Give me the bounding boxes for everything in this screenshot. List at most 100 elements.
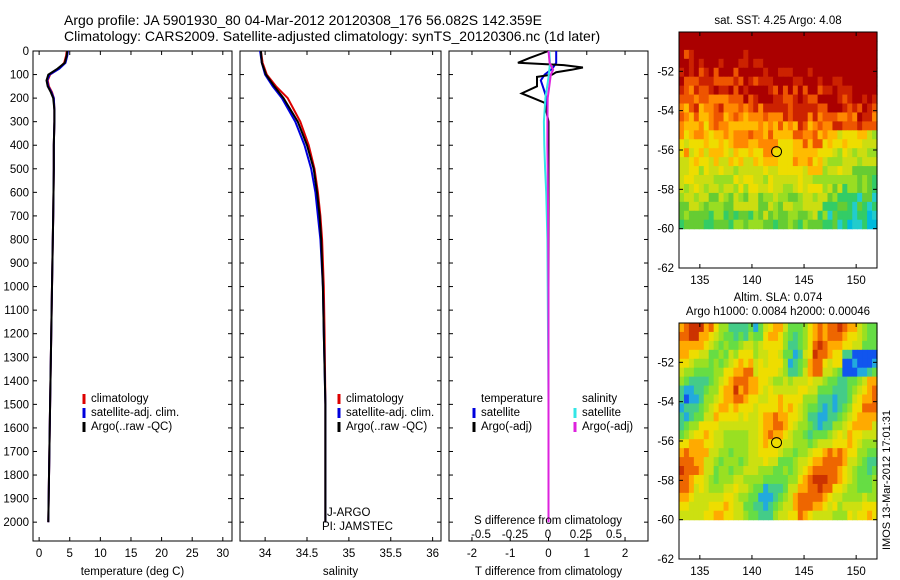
sla-cell	[708, 510, 715, 521]
sla-cell	[872, 421, 878, 431]
sla-cell	[728, 510, 735, 521]
sla-cell	[713, 376, 720, 387]
sla-cell	[688, 421, 695, 431]
sst-cell	[847, 157, 853, 167]
sla-cell	[733, 457, 739, 467]
sla-cell	[683, 492, 690, 503]
sla-cell	[827, 501, 834, 512]
sst-cell	[718, 148, 725, 158]
sst-map-ytick-label: -60	[657, 224, 674, 236]
sst-cell	[842, 201, 848, 212]
sst-cell	[728, 49, 735, 60]
sst-cell	[728, 103, 735, 114]
sst-cell	[852, 183, 858, 194]
sla-cell	[852, 501, 858, 512]
sst-cell	[698, 121, 705, 131]
sla-cell	[847, 323, 853, 333]
sst-cell	[847, 219, 853, 230]
sst-cell	[773, 32, 779, 42]
sla-cell	[743, 367, 749, 378]
sla-cell	[693, 492, 700, 503]
sst-cell	[832, 130, 838, 140]
sst-cell	[683, 219, 690, 230]
sla-cell	[703, 483, 710, 494]
sst-cell	[743, 148, 749, 158]
sst-cell	[797, 210, 804, 221]
sla-cell	[748, 331, 754, 342]
sla-cell	[728, 457, 735, 467]
sst-cell	[679, 201, 685, 212]
sst-cell	[778, 85, 784, 96]
sla-cell	[832, 466, 838, 476]
sla-cell	[713, 349, 720, 360]
temperature-profile-xtick-label: 15	[125, 548, 138, 560]
sla-cell	[703, 501, 710, 512]
sla-cell	[773, 349, 779, 360]
depth-tick-label: 900	[10, 258, 29, 270]
sst-cell	[763, 210, 769, 221]
sla-cell	[753, 483, 759, 494]
sst-cell	[703, 183, 710, 194]
sst-cell	[703, 148, 710, 158]
sla-cell	[723, 501, 730, 512]
sst-cell	[688, 183, 695, 194]
sst-cell	[693, 219, 700, 230]
sla-cell	[822, 385, 829, 396]
sla-cell	[782, 439, 789, 449]
sst-cell	[797, 58, 804, 69]
sla-cell	[753, 457, 759, 467]
sst-cell	[688, 58, 695, 69]
sst-cell	[847, 192, 853, 203]
sla-cell	[683, 501, 690, 512]
sla-cell	[817, 358, 824, 369]
sla-cell	[693, 439, 700, 449]
sst-cell	[817, 219, 824, 230]
sst-cell	[708, 166, 715, 176]
sla-cell	[713, 367, 720, 378]
sst-cell	[847, 121, 853, 131]
sst-cell	[748, 166, 754, 176]
sst-cell	[797, 32, 804, 42]
sst-cell	[817, 103, 824, 114]
salinity-annotation-2: PI: JAMSTEC	[322, 521, 393, 533]
sla-cell	[713, 331, 720, 342]
sst-cell	[802, 157, 809, 167]
sst-cell	[872, 58, 878, 69]
sst-cell	[763, 166, 769, 176]
sla-cell	[872, 439, 878, 449]
sst-cell	[748, 157, 754, 167]
sst-cell	[778, 49, 784, 60]
sla-cell	[718, 510, 725, 521]
sla-cell	[773, 403, 779, 413]
sla-cell	[822, 394, 829, 405]
sst-cell	[718, 130, 725, 140]
sst-cell	[792, 201, 799, 212]
sla-cell	[703, 385, 710, 396]
sla-cell	[763, 403, 769, 413]
sst-cell	[688, 201, 695, 212]
sst-cell	[822, 49, 829, 60]
sla-cell	[832, 510, 838, 521]
sla-cell	[688, 501, 695, 512]
sst-cell	[738, 139, 744, 149]
sla-cell	[728, 448, 735, 458]
sst-cell	[852, 112, 858, 122]
sla-cell	[817, 457, 824, 467]
sst-cell	[748, 85, 754, 96]
temperature-profile-legend-label: climatology	[91, 393, 149, 405]
sla-cell	[758, 457, 764, 467]
sla-cell	[683, 385, 690, 396]
sst-cell	[688, 49, 695, 60]
sla-cell	[763, 439, 769, 449]
sst-cell	[763, 85, 769, 96]
sst-cell	[822, 76, 829, 87]
sst-cell	[708, 130, 715, 140]
difference-profile-xtick-label: 2	[622, 548, 628, 560]
sla-cell	[822, 367, 829, 378]
sla-cell	[718, 439, 725, 449]
sla-cell	[703, 331, 710, 342]
sst-cell	[733, 58, 739, 69]
sst-cell	[872, 183, 878, 194]
sst-cell	[832, 85, 838, 96]
